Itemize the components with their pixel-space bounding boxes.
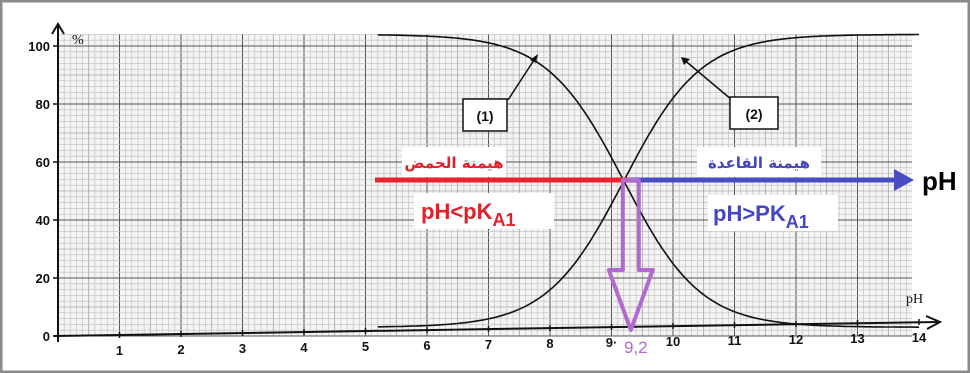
series-tag-1: (1) (476, 108, 493, 124)
acid-cond-sub: A1 (493, 210, 516, 230)
pka-value-label: 9,2 (624, 338, 648, 357)
y-tick-label: 60 (36, 155, 50, 170)
y-tick-label: 100 (28, 39, 50, 54)
acid-title-box: هيمنة الحمض (402, 147, 506, 177)
tag-2-pointer-head (681, 57, 690, 65)
tag-1-pointer-head (530, 54, 538, 63)
x-unit-label: pH (906, 292, 923, 307)
x-tick-label: 6 (423, 338, 430, 353)
x-tick-label: 5 (362, 339, 369, 354)
acid-cond-box: pH<pKA1 (414, 193, 554, 230)
tag-1-pointer (507, 56, 537, 101)
x-tick-label: 10 (666, 334, 680, 349)
curves (377, 33, 919, 328)
x-tick-label: 11 (728, 333, 742, 348)
base-region-title: هيمنة القاعدة (708, 154, 810, 172)
base-title-box: هيمنة القاعدة (697, 147, 821, 177)
overlay (375, 54, 914, 332)
x-tick-label: 3 (239, 341, 246, 356)
tag-1-box: (1) (462, 98, 508, 132)
series-1-curve (377, 34, 919, 328)
x-axis-arrowhead (925, 315, 943, 330)
x-tick-label: 4 (300, 340, 308, 355)
y-axis-arrowhead (51, 22, 65, 35)
pka-down-arrow (606, 178, 655, 332)
acid-region-title: هيمنة الحمض (404, 154, 503, 172)
x-tick-label: 8 (546, 336, 553, 351)
grid (57, 34, 912, 337)
series-tag-2: (2) (745, 106, 762, 122)
y-tick-label: 80 (36, 97, 50, 112)
base-cond-sub: A1 (786, 212, 809, 232)
tag-2-pointer (681, 57, 733, 101)
x-tick-label: 7 (485, 337, 492, 352)
series-2-curve (377, 33, 919, 328)
x-tick-label: 1 (116, 343, 123, 358)
x-tick-label: 13 (850, 331, 864, 346)
base-region-condition: pH>PKA1 (713, 201, 809, 232)
x-tick-label: 9· (606, 335, 618, 350)
x-tick-label: 14 (912, 330, 927, 345)
ph-arrow-head (894, 169, 914, 191)
base-cond-box: pH>PKA1 (708, 195, 838, 232)
acid-cond-main: pH<pK (421, 199, 493, 224)
ph-axis-big-label: pH (922, 166, 957, 196)
y-unit-label: % (72, 33, 84, 48)
y-tick-label: 40 (36, 213, 50, 228)
tag-2-box: (2) (729, 96, 779, 130)
y-tick-label: 0 (43, 329, 50, 344)
base-cond-main: pH>PK (713, 201, 786, 226)
x-tick-label: 12 (789, 332, 803, 347)
y-tick-label: 20 (36, 271, 50, 286)
acid-region-condition: pH<pKA1 (421, 199, 516, 230)
x-tick-label: 2 (177, 342, 184, 357)
